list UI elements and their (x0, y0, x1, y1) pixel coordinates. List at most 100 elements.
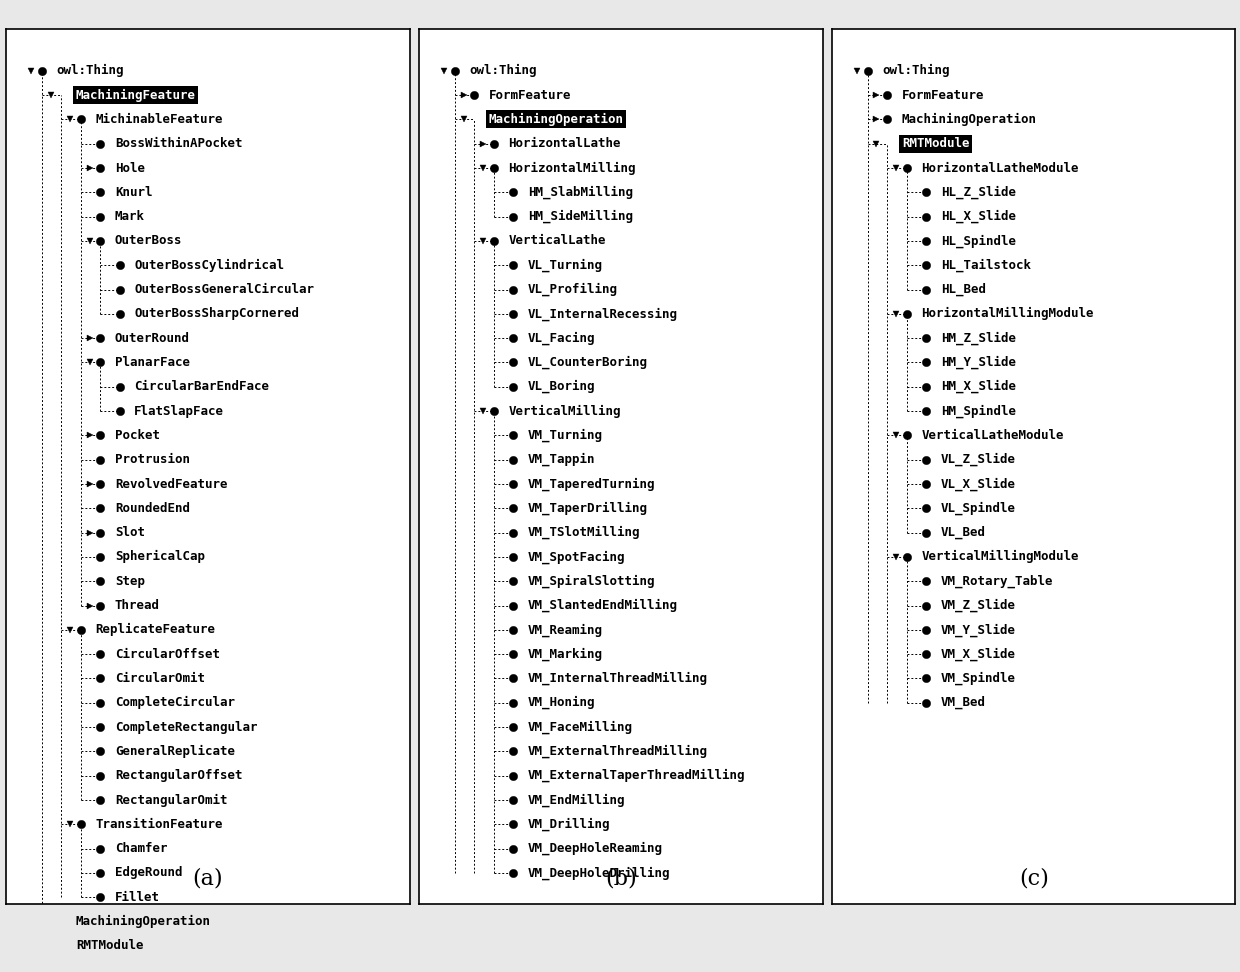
Text: VM_TSlotMilling: VM_TSlotMilling (528, 526, 640, 539)
Text: HM_X_Slide: HM_X_Slide (941, 380, 1016, 394)
Text: HM_Z_Slide: HM_Z_Slide (941, 331, 1016, 345)
Text: (a): (a) (192, 868, 223, 890)
Text: VL_Bed: VL_Bed (941, 526, 986, 539)
Text: TransitionFeature: TransitionFeature (95, 817, 223, 831)
Text: VM_Y_Slide: VM_Y_Slide (941, 623, 1016, 637)
Text: VL_CounterBoring: VL_CounterBoring (528, 356, 647, 369)
Text: PlanarFace: PlanarFace (115, 356, 190, 369)
Text: HorizontalMillingModule: HorizontalMillingModule (921, 307, 1094, 321)
Text: MachiningOperation: MachiningOperation (489, 113, 624, 126)
Text: Knurl: Knurl (115, 186, 153, 199)
Text: VM_SlantedEndMilling: VM_SlantedEndMilling (528, 599, 678, 612)
Text: HM_SlabMilling: HM_SlabMilling (528, 186, 632, 199)
Text: CircularOffset: CircularOffset (115, 647, 219, 661)
Text: SphericalCap: SphericalCap (115, 550, 205, 564)
Text: VL_Z_Slide: VL_Z_Slide (941, 453, 1016, 467)
Text: RMTModule: RMTModule (901, 137, 970, 151)
Text: VM_Honing: VM_Honing (528, 696, 595, 710)
Text: VM_Turning: VM_Turning (528, 429, 603, 442)
Text: owl:Thing: owl:Thing (57, 64, 124, 78)
Text: OuterBossSharpCornered: OuterBossSharpCornered (134, 307, 299, 321)
Text: OuterBoss: OuterBoss (115, 234, 182, 248)
Text: VM_Z_Slide: VM_Z_Slide (941, 599, 1016, 612)
Text: VerticalMilling: VerticalMilling (508, 404, 621, 418)
Text: VM_SpotFacing: VM_SpotFacing (528, 550, 625, 564)
Text: Thread: Thread (115, 599, 160, 612)
Text: VM_DeepHoleDrilling: VM_DeepHoleDrilling (528, 866, 671, 880)
Text: VM_ExternalTaperThreadMilling: VM_ExternalTaperThreadMilling (528, 769, 745, 782)
Text: VL_X_Slide: VL_X_Slide (941, 477, 1016, 491)
Text: HL_Tailstock: HL_Tailstock (941, 259, 1030, 272)
Text: HorizontalMilling: HorizontalMilling (508, 161, 636, 175)
Text: CircularBarEndFace: CircularBarEndFace (134, 380, 269, 394)
Text: HM_Spindle: HM_Spindle (941, 404, 1016, 418)
Text: CompleteCircular: CompleteCircular (115, 696, 234, 710)
Text: FlatSlapFace: FlatSlapFace (134, 404, 224, 418)
Text: VL_Profiling: VL_Profiling (528, 283, 618, 296)
Text: ReplicateFeature: ReplicateFeature (95, 623, 216, 637)
Text: VM_InternalThreadMilling: VM_InternalThreadMilling (528, 672, 708, 685)
Text: HM_SideMilling: HM_SideMilling (528, 210, 632, 224)
Text: RoundedEnd: RoundedEnd (115, 502, 190, 515)
Text: VM_EndMilling: VM_EndMilling (528, 793, 625, 807)
Text: FormFeature: FormFeature (489, 88, 572, 102)
Text: VM_SpiralSlotting: VM_SpiralSlotting (528, 574, 655, 588)
Text: FormFeature: FormFeature (901, 88, 985, 102)
Text: (b): (b) (605, 868, 636, 890)
Text: MichinableFeature: MichinableFeature (95, 113, 223, 126)
Text: VL_Spindle: VL_Spindle (941, 502, 1016, 515)
Text: Slot: Slot (115, 526, 145, 539)
Text: VerticalMillingModule: VerticalMillingModule (921, 550, 1079, 564)
Text: (c): (c) (1019, 868, 1049, 890)
Text: VM_Rotary_Table: VM_Rotary_Table (941, 574, 1053, 588)
Text: Fillet: Fillet (115, 890, 160, 904)
Text: CompleteRectangular: CompleteRectangular (115, 720, 258, 734)
Text: owl:Thing: owl:Thing (883, 64, 950, 78)
Text: EdgeRound: EdgeRound (115, 866, 182, 880)
Text: Protrusion: Protrusion (115, 453, 190, 467)
Text: MachiningOperation: MachiningOperation (76, 915, 211, 928)
Text: VM_TaperedTurning: VM_TaperedTurning (528, 477, 655, 491)
Text: owl:Thing: owl:Thing (470, 64, 537, 78)
Text: VM_DeepHoleReaming: VM_DeepHoleReaming (528, 842, 662, 855)
Text: HL_Bed: HL_Bed (941, 283, 986, 296)
Text: VM_FaceMilling: VM_FaceMilling (528, 720, 632, 734)
Text: HL_Spindle: HL_Spindle (941, 234, 1016, 248)
Text: Chamfer: Chamfer (115, 842, 167, 855)
Text: RectangularOffset: RectangularOffset (115, 769, 242, 782)
Text: CircularOmit: CircularOmit (115, 672, 205, 685)
Text: Pocket: Pocket (115, 429, 160, 442)
Text: GeneralReplicate: GeneralReplicate (115, 745, 234, 758)
Text: VL_Boring: VL_Boring (528, 380, 595, 394)
Text: HorizontalLatheModule: HorizontalLatheModule (921, 161, 1079, 175)
Text: OuterBossCylindrical: OuterBossCylindrical (134, 259, 284, 272)
Text: VM_TaperDrilling: VM_TaperDrilling (528, 502, 647, 515)
Text: VM_Bed: VM_Bed (941, 696, 986, 710)
Text: VM_Reaming: VM_Reaming (528, 623, 603, 637)
Text: MachiningOperation: MachiningOperation (901, 113, 1037, 126)
Text: Step: Step (115, 574, 145, 588)
Text: VM_ExternalThreadMilling: VM_ExternalThreadMilling (528, 745, 708, 758)
Text: HorizontalLathe: HorizontalLathe (508, 137, 621, 151)
Text: HL_X_Slide: HL_X_Slide (941, 210, 1016, 224)
Text: MachiningFeature: MachiningFeature (76, 88, 196, 102)
Text: VL_InternalRecessing: VL_InternalRecessing (528, 307, 678, 321)
Text: VerticalLatheModule: VerticalLatheModule (921, 429, 1064, 442)
Text: VM_Marking: VM_Marking (528, 647, 603, 661)
Text: VL_Facing: VL_Facing (528, 331, 595, 345)
Text: VM_Tappin: VM_Tappin (528, 453, 595, 467)
Text: BossWithinAPocket: BossWithinAPocket (115, 137, 242, 151)
Text: RectangularOmit: RectangularOmit (115, 793, 227, 807)
Text: VL_Turning: VL_Turning (528, 259, 603, 272)
Text: OuterBossGeneralCircular: OuterBossGeneralCircular (134, 283, 314, 296)
Text: VM_Spindle: VM_Spindle (941, 672, 1016, 685)
Text: HL_Z_Slide: HL_Z_Slide (941, 186, 1016, 199)
Text: HM_Y_Slide: HM_Y_Slide (941, 356, 1016, 369)
Text: VerticalLathe: VerticalLathe (508, 234, 606, 248)
Text: VM_Drilling: VM_Drilling (528, 817, 610, 831)
Text: RevolvedFeature: RevolvedFeature (115, 477, 227, 491)
Text: Hole: Hole (115, 161, 145, 175)
Text: Mark: Mark (115, 210, 145, 224)
Text: VM_X_Slide: VM_X_Slide (941, 647, 1016, 661)
Text: OuterRound: OuterRound (115, 331, 190, 345)
